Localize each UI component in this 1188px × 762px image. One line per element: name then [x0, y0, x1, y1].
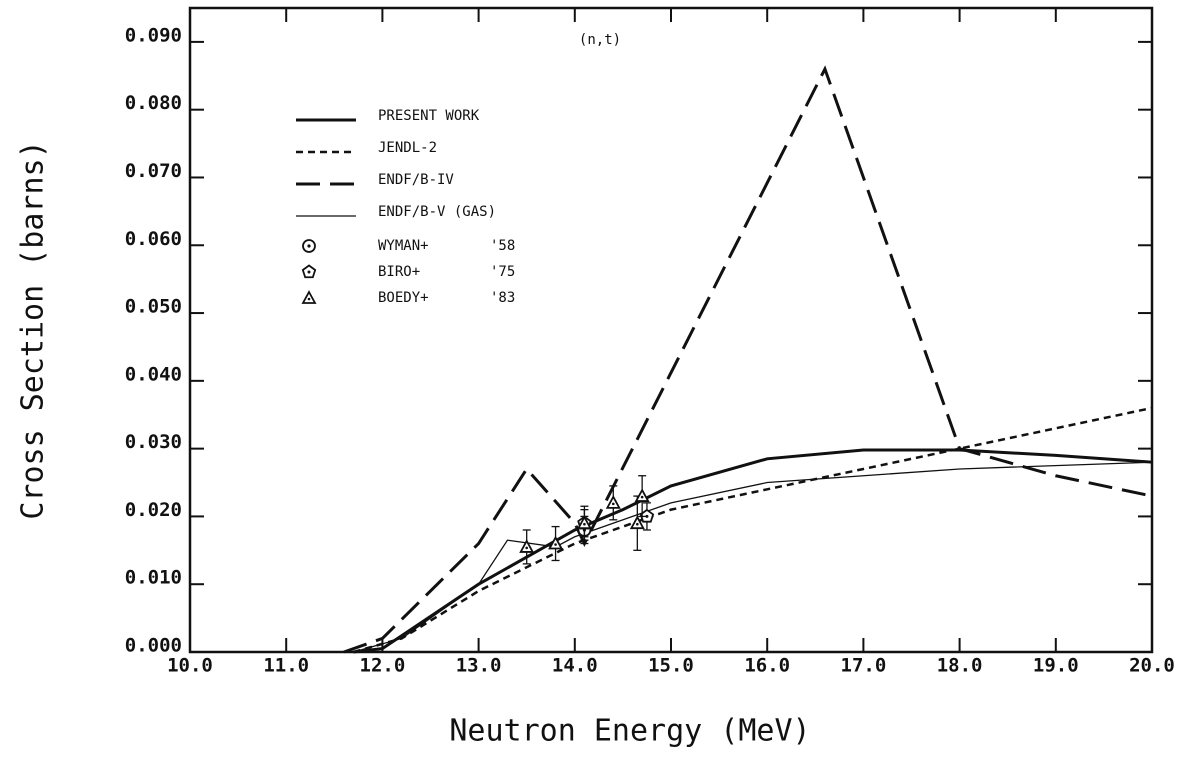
legend-label: JENDL-2 — [378, 140, 437, 156]
legend-label: ENDF/B-IV — [378, 172, 454, 188]
y-axis-label: Cross Section (barns) — [16, 140, 51, 519]
marker — [301, 290, 317, 304]
marker — [519, 539, 535, 553]
marker — [301, 264, 317, 279]
marker-part — [611, 502, 615, 506]
marker — [576, 515, 592, 530]
x-tick-label: 18.0 — [937, 655, 983, 677]
marker-part — [301, 290, 317, 304]
marker-part — [307, 297, 311, 301]
x-tick-label: 11.0 — [263, 655, 309, 677]
legend-year: '83 — [490, 290, 515, 306]
line-series — [353, 448, 1153, 654]
marker-part — [636, 522, 639, 526]
line-series — [353, 406, 1153, 654]
y-tick-label: 0.010 — [125, 567, 182, 589]
y-tick-label: 0.080 — [125, 92, 182, 114]
legend-label: ENDF/B-V (GAS) — [378, 204, 496, 220]
y-tick-label: 0.070 — [125, 160, 182, 182]
marker-part — [634, 488, 650, 502]
marker-part — [554, 543, 557, 546]
marker-part — [629, 515, 645, 530]
line-series — [343, 65, 1153, 654]
x-tick-label: 15.0 — [648, 655, 694, 677]
marker-part — [307, 244, 311, 248]
x-tick-label: 17.0 — [841, 655, 887, 677]
y-tick-label: 0.090 — [125, 24, 182, 46]
line-series — [353, 461, 1153, 653]
x-tick-label: 14.0 — [552, 655, 598, 677]
marker-part — [519, 539, 535, 553]
marker-part — [548, 535, 564, 550]
x-tick-label: 19.0 — [1033, 655, 1079, 677]
y-tick-label: 0.020 — [125, 499, 182, 521]
y-tick-label: 0.060 — [125, 228, 182, 250]
marker-part — [583, 522, 586, 526]
x-tick-label: 20.0 — [1129, 655, 1175, 677]
marker-part — [640, 495, 644, 499]
annotation: (n,t) — [579, 32, 621, 48]
y-tick-label: 0.000 — [125, 635, 182, 657]
x-axis-label: Neutron Energy (MeV) — [449, 714, 810, 749]
marker — [634, 488, 650, 502]
marker-part — [525, 546, 528, 550]
x-tick-label: 13.0 — [456, 655, 502, 677]
marker — [548, 535, 564, 550]
legend-label: WYMAN+ — [378, 238, 429, 254]
marker-part — [576, 515, 592, 530]
marker — [605, 494, 621, 509]
y-tick-label: 0.030 — [125, 431, 182, 453]
marker-part — [307, 270, 311, 274]
marker-part — [605, 494, 621, 509]
legend-year: '75 — [490, 264, 515, 280]
y-tick-label: 0.050 — [125, 296, 182, 318]
marker — [302, 239, 316, 253]
legend-label: BIRO+ — [378, 264, 420, 280]
y-tick-label: 0.040 — [125, 363, 182, 385]
x-tick-label: 12.0 — [360, 655, 406, 677]
legend-label: BOEDY+ — [378, 290, 429, 306]
x-tick-label: 16.0 — [744, 655, 790, 677]
marker-part — [645, 514, 649, 518]
marker — [629, 515, 645, 530]
x-tick-label: 10.0 — [167, 655, 213, 677]
legend-year: '58 — [490, 238, 515, 254]
plot-frame — [188, 6, 1154, 654]
legend-label: PRESENT WORK — [378, 108, 480, 124]
